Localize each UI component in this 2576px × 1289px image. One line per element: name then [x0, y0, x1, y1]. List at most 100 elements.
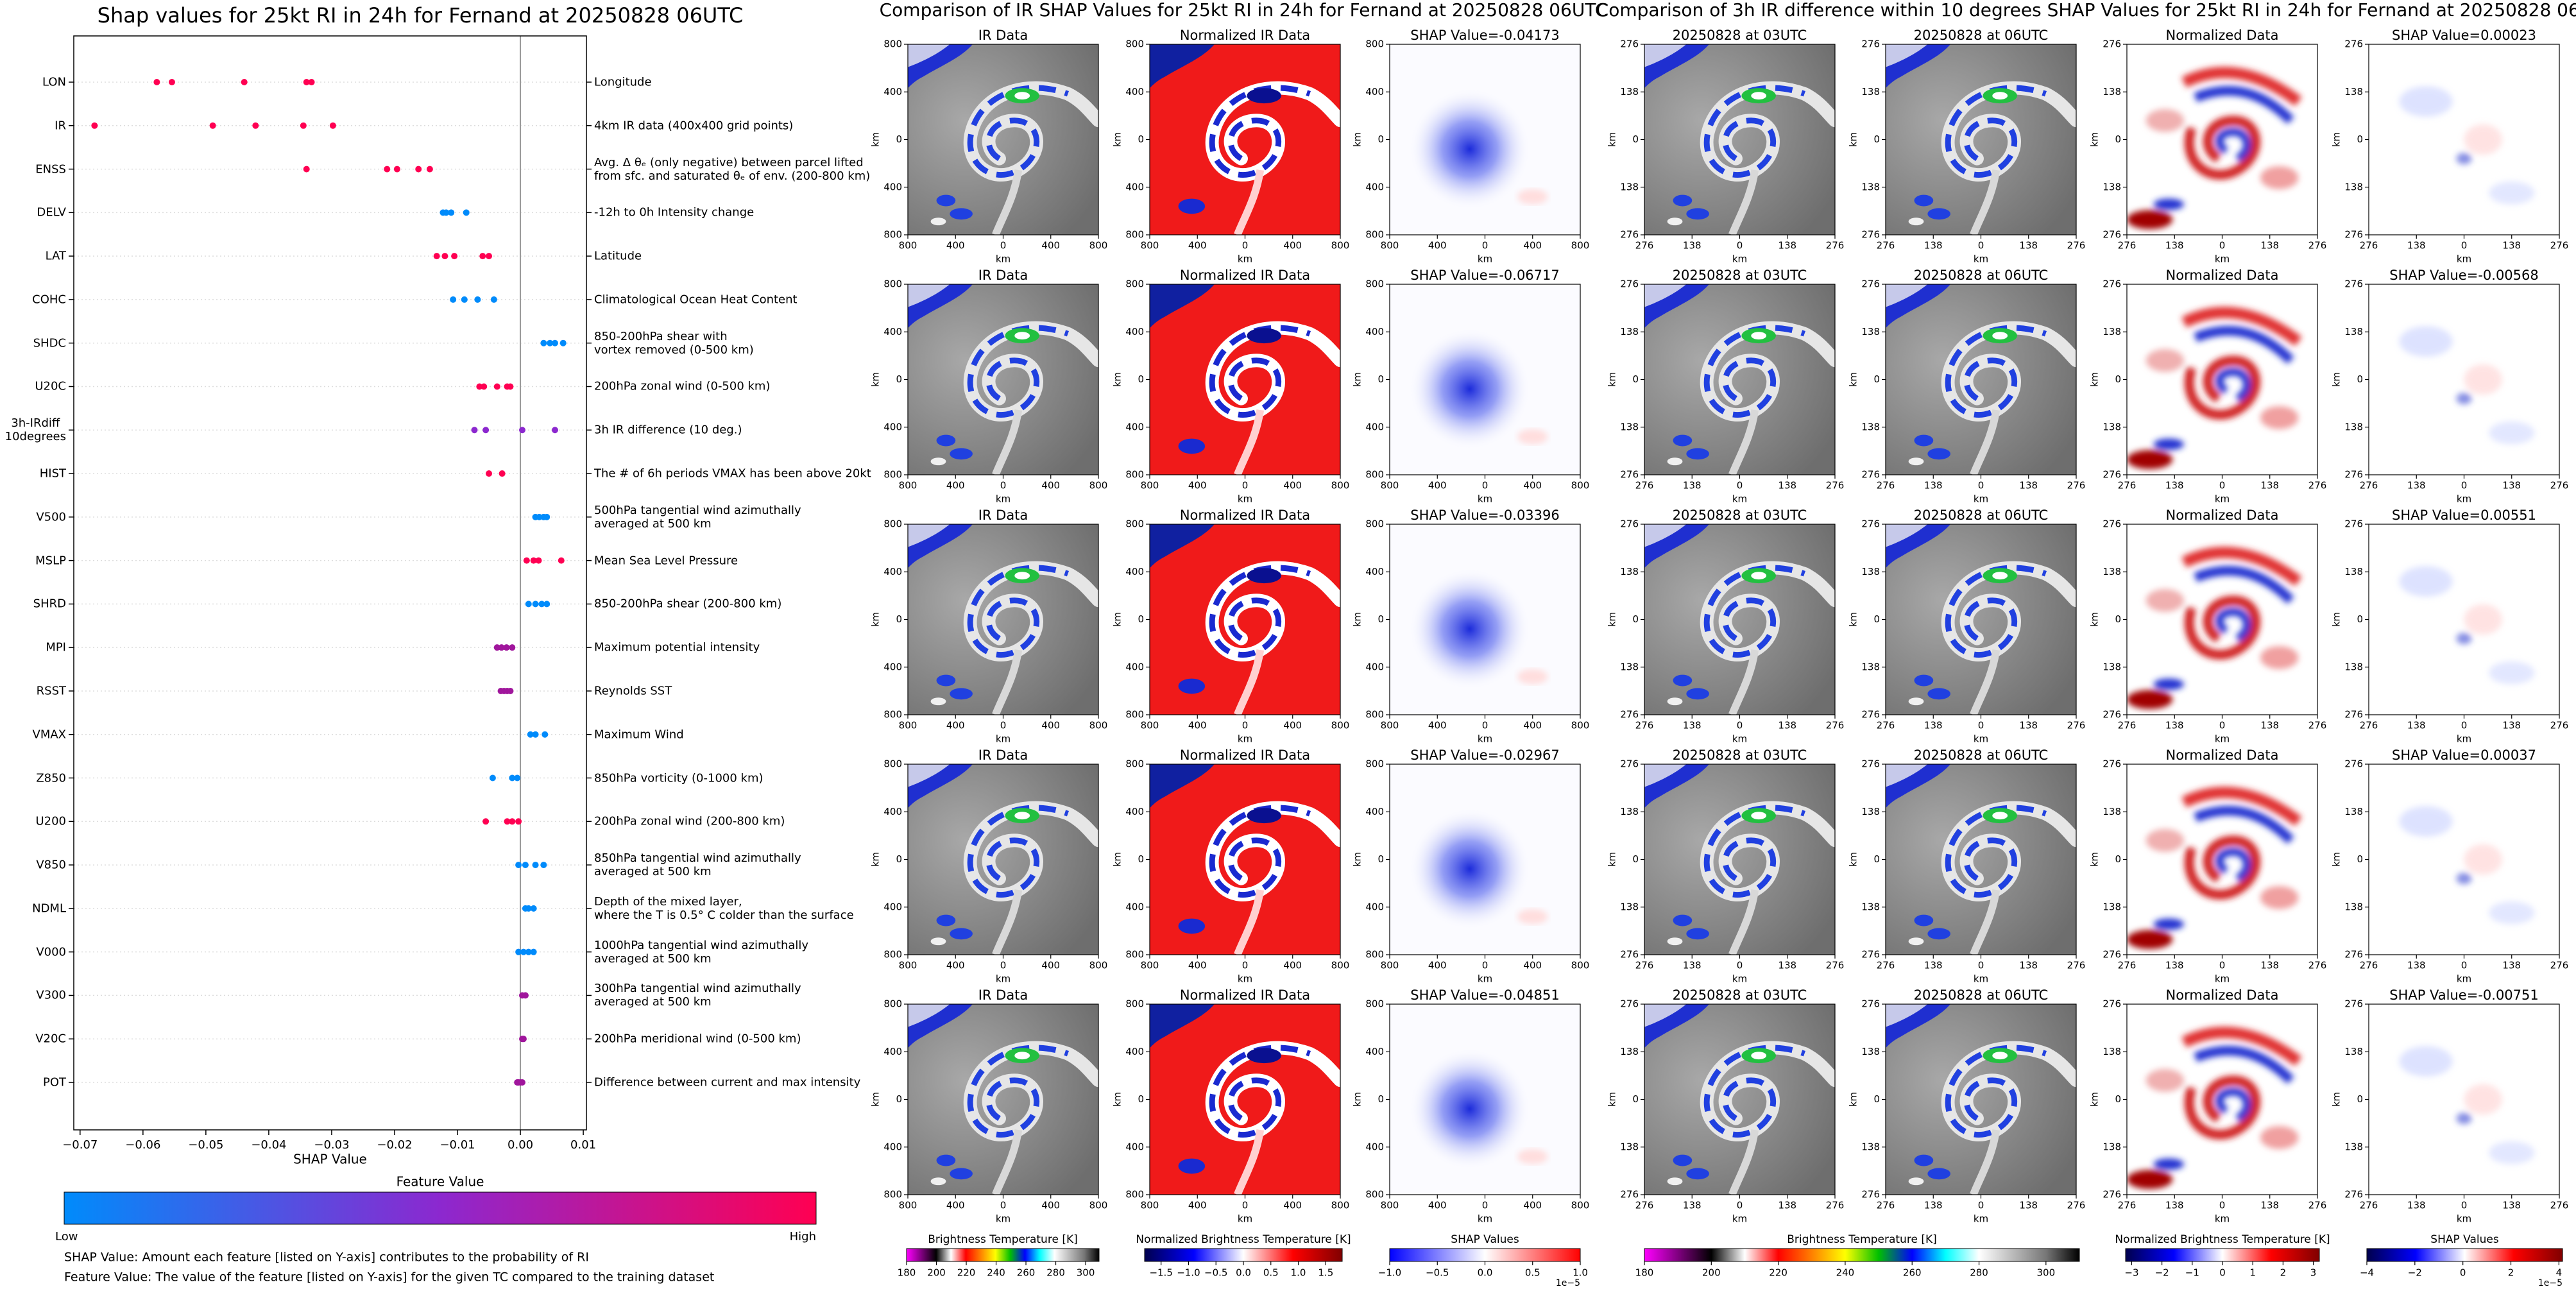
- colorbar-tick-label: 200: [927, 1267, 946, 1279]
- y-tick-label: 800: [1365, 469, 1384, 481]
- panel-title: SHAP Value=-0.00568: [2389, 268, 2539, 283]
- y-tick-label: 138: [1620, 1141, 1639, 1152]
- y-tick-label: 800: [1365, 278, 1384, 290]
- x-tick-label: 400: [1283, 720, 1302, 731]
- y-axis-label: km: [2331, 612, 2342, 627]
- y-tick-label: 276: [2344, 278, 2363, 290]
- x-axis-label: km: [1974, 733, 1988, 745]
- colorbar-tick-label: 1.0: [1291, 1267, 1306, 1279]
- y-tick-label: 0: [1138, 613, 1144, 625]
- x-tick-label: 138: [2165, 720, 2184, 731]
- x-tick-label: 0: [1482, 960, 1488, 971]
- y-tick-label: 138: [2344, 326, 2363, 337]
- x-tick-label: 0: [1482, 1200, 1488, 1211]
- shap-point: [441, 253, 448, 260]
- y-tick-label: 800: [1365, 709, 1384, 721]
- x-axis-label: km: [2457, 493, 2471, 505]
- x-tick-label: 0: [1737, 960, 1743, 971]
- shap-point: [451, 253, 458, 260]
- y-tick-label: 400: [883, 326, 902, 337]
- x-tick-label: 276: [1635, 720, 1654, 731]
- image-panel: [1150, 1004, 1340, 1195]
- y-tick-label: 0: [2357, 133, 2363, 145]
- x-tick-label: 800: [899, 240, 917, 252]
- y-tick-label: 138: [1861, 566, 1880, 577]
- y-tick-label: 400: [1365, 661, 1384, 672]
- y-tick-label: 800: [1125, 469, 1144, 481]
- y-tick-label: 276: [2103, 709, 2121, 721]
- x-tick-label: 800: [1571, 480, 1590, 491]
- y-axis-label: km: [1352, 852, 1363, 867]
- image-panel: [1644, 44, 1835, 235]
- x-tick-label: 0: [2219, 720, 2226, 731]
- x-tick-label: 138: [2407, 1200, 2426, 1211]
- x-tick-label: 0: [1000, 1200, 1007, 1211]
- shap-point: [91, 122, 98, 129]
- shap-point: [519, 427, 526, 434]
- shap-point: [551, 339, 558, 346]
- colorbar-tick-label: −1.0: [1177, 1267, 1200, 1279]
- y-tick-label: 0: [1378, 1093, 1384, 1105]
- shap-point: [482, 427, 490, 434]
- y-tick-label: 400: [1365, 181, 1384, 192]
- x-tick-label: 0: [1242, 240, 1249, 252]
- shap-point: [542, 731, 549, 738]
- x-tick-label: 400: [946, 240, 965, 252]
- x-axis-label: km: [1974, 253, 1988, 265]
- category-label: VMAX: [32, 728, 67, 742]
- y-tick-label: 0: [1632, 853, 1639, 865]
- y-tick-label: 400: [1125, 566, 1144, 577]
- colorbar-tick-label: −2: [2155, 1267, 2169, 1279]
- x-tick-label: 0: [1242, 720, 1249, 731]
- shap-point: [509, 774, 516, 781]
- x-tick-label: 138: [2407, 720, 2426, 731]
- y-tick-label: 0: [896, 373, 902, 385]
- panel-title: Normalized Data: [2166, 747, 2279, 763]
- colorbar-tick-label: −1.5: [1149, 1267, 1172, 1279]
- y-tick-label: 0: [1873, 613, 1880, 625]
- y-axis-label: km: [870, 852, 882, 867]
- x-tick-label: 800: [1331, 1200, 1350, 1211]
- x-tick-label: 276: [2118, 480, 2137, 491]
- x-tick-label: 138: [1778, 240, 1796, 252]
- x-axis-label: km: [1732, 493, 1747, 505]
- x-tick-label: 400: [1428, 1200, 1447, 1211]
- y-tick-label: 800: [883, 1189, 902, 1200]
- y-axis-label: km: [2089, 372, 2101, 387]
- feature-description: 850hPa vorticity (0-1000 km): [594, 771, 763, 785]
- image-panel: [1150, 284, 1340, 475]
- panel-title: 20250828 at 03UTC: [1673, 747, 1807, 763]
- colorbar-tick-label: 240: [1836, 1267, 1855, 1279]
- y-tick-label: 138: [1861, 661, 1880, 672]
- shap-point: [168, 79, 175, 85]
- y-tick-label: 138: [1861, 1046, 1880, 1057]
- y-tick-label: 276: [1620, 709, 1639, 721]
- feature-description: 200hPa zonal wind (200-800 km): [594, 814, 785, 828]
- x-tick-label: 138: [2165, 960, 2184, 971]
- x-axis-label: km: [996, 733, 1011, 745]
- x-tick-label: 0: [2461, 480, 2468, 491]
- x-tick-label: 138: [1778, 960, 1796, 971]
- x-tick-label: 138: [1683, 480, 1702, 491]
- y-tick-label: 276: [2103, 38, 2121, 50]
- y-tick-label: 276: [2344, 1189, 2363, 1200]
- panel-title: 20250828 at 03UTC: [1673, 28, 1807, 43]
- y-axis-label: km: [1607, 372, 1618, 387]
- shap-point: [482, 818, 490, 825]
- y-axis-label: km: [1112, 132, 1123, 147]
- x-tick-label: 138: [1778, 720, 1796, 731]
- x-tick-label: 276: [2118, 720, 2137, 731]
- x-tick-label: 800: [1089, 1200, 1108, 1211]
- y-tick-label: 800: [1365, 949, 1384, 960]
- x-tick-label: 138: [2165, 480, 2184, 491]
- x-tick-label: 0: [1000, 720, 1007, 731]
- category-label: ENSS: [35, 162, 66, 176]
- image-panel: [2127, 1004, 2317, 1195]
- x-axis-label: km: [2457, 973, 2471, 985]
- x-tick-label: 138: [1924, 480, 1943, 491]
- colorbar-label: Brightness Temperature [K]: [1787, 1233, 1936, 1246]
- x-axis-label: km: [996, 973, 1011, 985]
- image-panel: [1886, 1004, 2076, 1195]
- x-tick-label: 138: [2019, 960, 2038, 971]
- colorbar: [2366, 1248, 2563, 1262]
